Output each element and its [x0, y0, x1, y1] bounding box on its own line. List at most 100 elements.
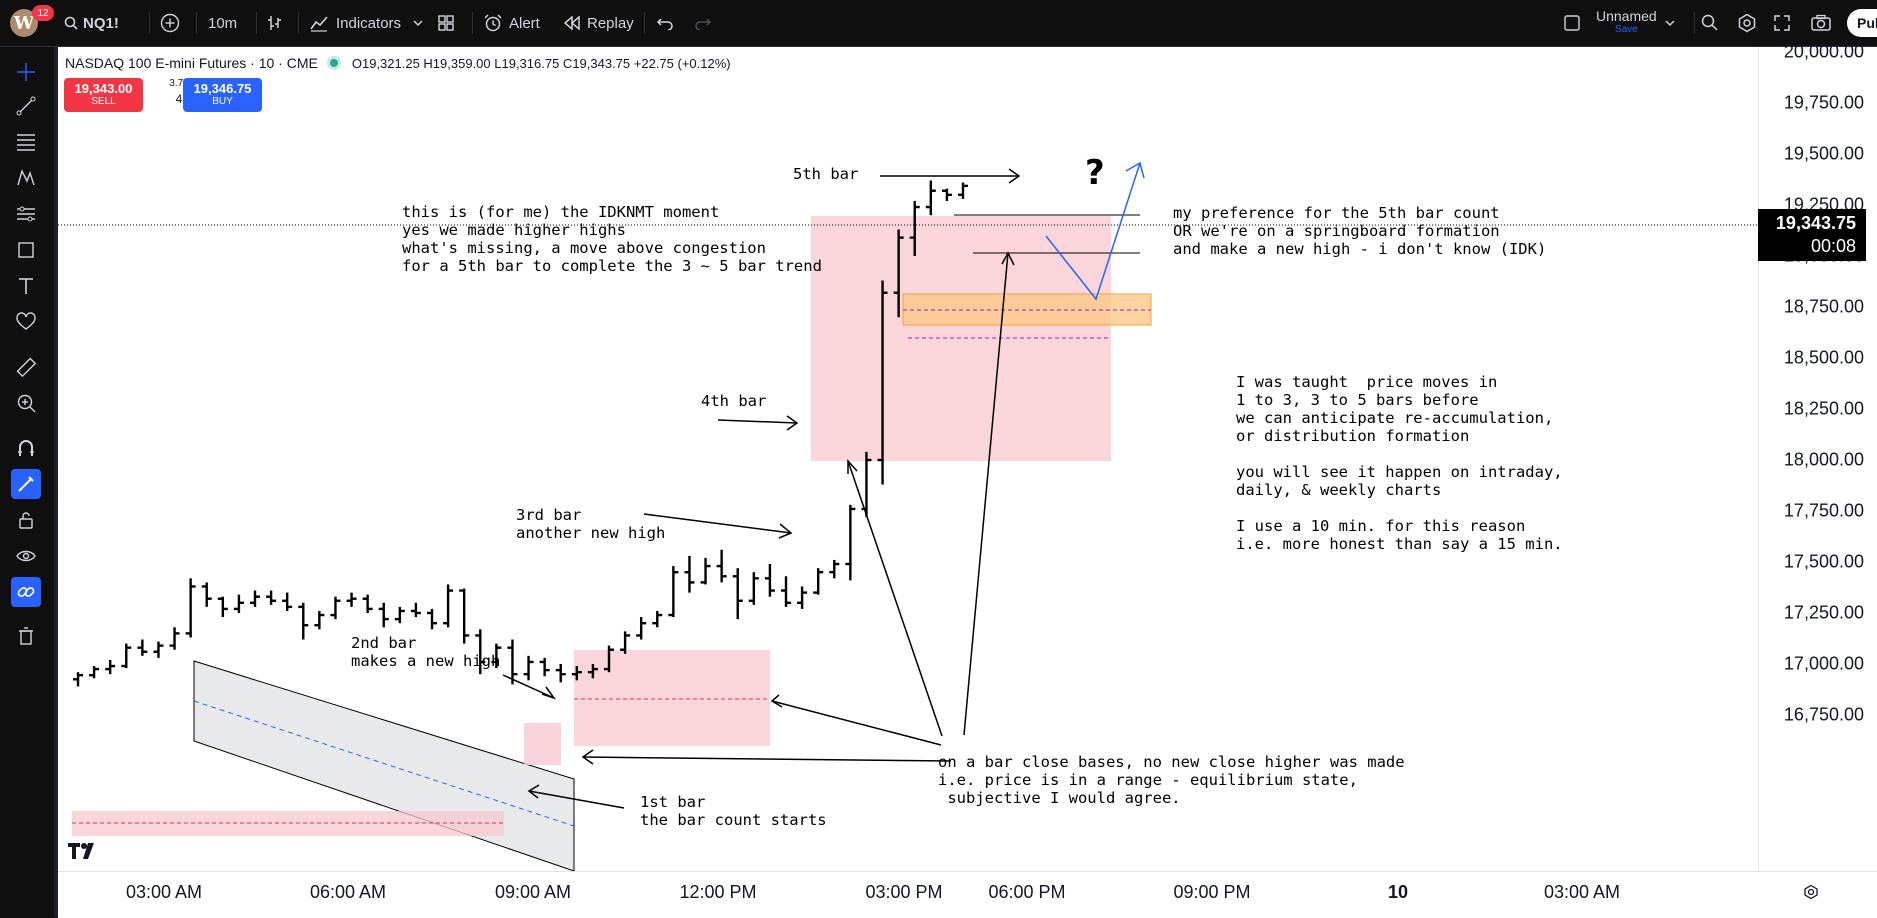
- price-tick: 18,250.00: [1783, 398, 1864, 419]
- annotation-preference[interactable]: my preference for the 5th bar count OR w…: [1173, 204, 1547, 258]
- price-bar: [877, 280, 888, 485]
- select-layout-checkbox[interactable]: [1563, 0, 1581, 46]
- tradingview-logo-icon[interactable]: [68, 841, 100, 867]
- price-bar: [491, 643, 502, 669]
- annotation-idknmt[interactable]: this is (for me) the IDKNMT moment yes w…: [402, 203, 822, 275]
- price-bar: [958, 182, 968, 199]
- price-bar: [250, 590, 260, 607]
- fib-tool[interactable]: [11, 127, 41, 157]
- annotation-close-basis[interactable]: on a bar close bases, no new close highe…: [938, 753, 1405, 807]
- chevron-down-icon[interactable]: [1665, 19, 1675, 27]
- price-bar: [362, 594, 373, 613]
- zoom-in-tool[interactable]: [11, 388, 41, 418]
- annotation-1st-bar[interactable]: 1st bar the bar count starts: [640, 793, 827, 829]
- trash-icon: [19, 627, 33, 645]
- price-bar: [748, 572, 759, 605]
- crosshair-tool[interactable]: [11, 57, 41, 87]
- sync-drawings-tool[interactable]: [11, 577, 41, 607]
- pattern-tool[interactable]: [11, 163, 41, 193]
- trend-line-tool[interactable]: [11, 91, 41, 121]
- price-bar: [443, 584, 454, 628]
- lock-icon: [19, 512, 33, 529]
- time-tick: 03:00 AM: [125, 882, 203, 902]
- last-price-value: 19,343.75: [1775, 213, 1856, 233]
- sell-price: 19,343.00: [74, 81, 133, 96]
- measure-tool[interactable]: [11, 352, 41, 382]
- price-bar: [668, 566, 679, 618]
- arrow-4th-bar: [717, 419, 798, 424]
- replay-button[interactable]: Replay: [563, 0, 634, 46]
- chart-type-button[interactable]: [266, 0, 284, 46]
- annotation-taught[interactable]: I was taught price moves in 1 to 3, 3 to…: [1236, 373, 1563, 553]
- quick-search-button[interactable]: [1700, 0, 1720, 46]
- undo-button[interactable]: [656, 0, 674, 46]
- drawings: [58, 161, 1758, 871]
- search-settings-icon: [1701, 14, 1718, 31]
- hide-drawings-tool[interactable]: [11, 541, 41, 571]
- chart-canvas[interactable]: [58, 47, 1758, 871]
- price-bar: [217, 596, 228, 618]
- top-toolbar: W 12 NQ1! 10m Indicators Alert Replay: [0, 0, 1877, 47]
- market-status-dot[interactable]: [329, 59, 338, 67]
- time-scale[interactable]: 03:00 AM 06:00 AM 09:00 AM 12:00 PM 03:00 PM…: [58, 871, 1877, 918]
- time-tick: 06:00 AM: [309, 882, 387, 902]
- order-quantity[interactable]: 4: [175, 92, 183, 106]
- forecast-tool[interactable]: [11, 199, 41, 229]
- redo-button[interactable]: [694, 0, 712, 46]
- layout-templates-button[interactable]: [437, 0, 455, 46]
- annotation-4th-bar[interactable]: 4th bar: [701, 392, 767, 410]
- chart-pane[interactable]: NASDAQ 100 E-mini Futures · 10 · CME O19…: [58, 47, 1758, 871]
- alert-button[interactable]: Alert: [483, 0, 540, 46]
- text-icon: [19, 278, 33, 294]
- shape-tool[interactable]: [11, 235, 41, 265]
- price-tick: 17,500.00: [1783, 551, 1864, 572]
- annotation-3rd-bar[interactable]: 3rd bar another new high: [516, 506, 666, 542]
- publish-button[interactable]: Pul: [1847, 9, 1877, 37]
- price-bar: [282, 592, 293, 611]
- indicators-button[interactable]: Indicators: [309, 0, 423, 46]
- price-bar: [716, 549, 727, 583]
- scale-settings-button[interactable]: [1803, 884, 1819, 905]
- alarm-clock-icon: [484, 14, 502, 32]
- stay-in-drawing-mode-tool[interactable]: [11, 469, 41, 499]
- annotation-2nd-bar[interactable]: 2nd bar makes a new high: [351, 634, 501, 670]
- descending-channel[interactable]: [193, 660, 575, 871]
- zoom-in-icon: [17, 394, 36, 413]
- fullscreen-button[interactable]: [1773, 0, 1791, 46]
- price-bar: [555, 664, 566, 683]
- snapshot-button[interactable]: [1810, 0, 1832, 46]
- magnet-tool[interactable]: [11, 433, 41, 463]
- lock-drawings-tool[interactable]: [11, 505, 41, 535]
- price-scale[interactable]: 20,000.0019,750.0019,500.0019,250.0019,0…: [1758, 42, 1877, 871]
- icons-tool[interactable]: [11, 307, 41, 337]
- sell-button[interactable]: 19,343.00 SELL: [64, 78, 143, 112]
- projection-path[interactable]: [1045, 162, 1141, 301]
- price-bar: [781, 576, 791, 607]
- range-zone-3[interactable]: [574, 650, 770, 746]
- settings-button[interactable]: [1737, 0, 1757, 46]
- remove-drawings-tool[interactable]: [11, 621, 41, 651]
- price-bar: [797, 586, 808, 609]
- price-bar: [105, 659, 116, 675]
- annotation-5th-bar[interactable]: 5th bar: [793, 165, 859, 183]
- time-tick: 06:00 PM: [988, 882, 1066, 902]
- symbol-search-button[interactable]: NQ1!: [64, 0, 119, 46]
- save-label[interactable]: Save: [1614, 24, 1638, 35]
- magnet-icon: [18, 440, 34, 456]
- annotation-question-mark[interactable]: ?: [1085, 153, 1105, 193]
- text-tool[interactable]: [11, 271, 41, 301]
- price-bar: [620, 631, 631, 654]
- interval-button[interactable]: 10m: [208, 14, 238, 32]
- undo-icon: [656, 18, 673, 30]
- price-bar: [185, 578, 196, 638]
- compare-symbol-button[interactable]: [160, 0, 180, 46]
- buy-button[interactable]: 19,346.75 BUY: [183, 78, 262, 112]
- instrument-name[interactable]: NASDAQ 100 E-mini Futures · 10 · CME: [65, 55, 318, 71]
- price-tick: 18,000.00: [1783, 449, 1864, 470]
- price-bar: [764, 564, 775, 597]
- range-zone-2[interactable]: [524, 723, 561, 765]
- bars-chart-icon: [268, 16, 281, 30]
- price-tick: 16,750.00: [1783, 704, 1864, 725]
- chevron-down-icon[interactable]: [413, 19, 423, 27]
- layout-name-button[interactable]: Unnamed Save: [1596, 0, 1675, 46]
